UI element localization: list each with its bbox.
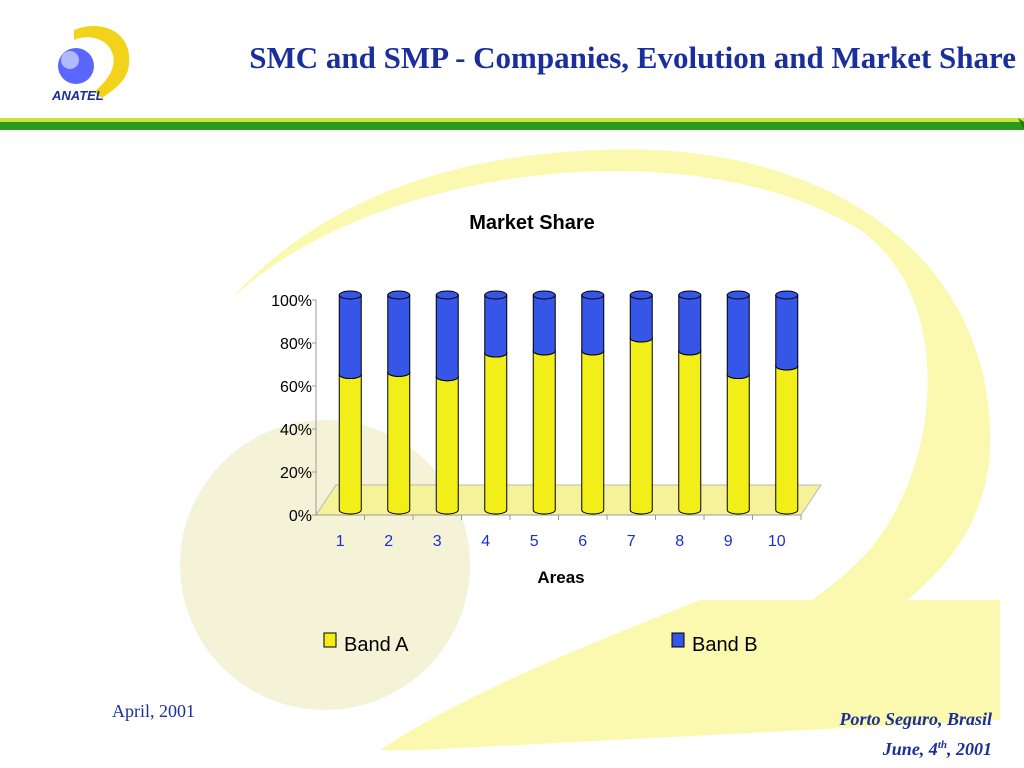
bar-band-b-top — [775, 290, 799, 300]
bar-band-b — [532, 294, 556, 356]
bar-band-b-top — [726, 290, 750, 300]
footer-location-date: Porto Seguro, Brasil June, 4th, 2001 — [839, 706, 992, 762]
x-tick-label: 6 — [578, 533, 587, 550]
bar-band-b-top — [435, 290, 459, 300]
bar-band-a — [678, 350, 702, 515]
anatel-logo — [58, 26, 130, 98]
bar-band-a — [775, 365, 799, 515]
date-right-prefix: June, 4 — [882, 739, 938, 759]
bar-band-b-top — [678, 290, 702, 300]
bar-band-a — [629, 337, 653, 515]
y-tick-label: 60% — [280, 379, 312, 396]
date-right-sup: th — [937, 739, 947, 751]
y-tick-label: 0% — [289, 508, 312, 525]
x-tick-label: 4 — [481, 533, 490, 550]
bar-band-a — [435, 376, 459, 515]
date-left: April, 2001 — [112, 701, 195, 721]
bar-band-b — [678, 294, 702, 356]
x-tick-label: 8 — [675, 533, 684, 550]
bar-band-b — [726, 294, 750, 380]
bar-band-b-top — [387, 290, 411, 300]
y-tick-label: 80% — [280, 336, 312, 353]
legend-label: Band A — [344, 634, 409, 656]
bar-band-a — [484, 352, 508, 515]
legend-swatch — [671, 632, 685, 648]
x-tick-label: 10 — [768, 533, 786, 550]
bar-band-a — [387, 371, 411, 515]
logo-text: ANATEL — [52, 88, 104, 103]
x-tick-label: 1 — [336, 533, 345, 550]
bar-band-b — [581, 294, 605, 356]
bar-band-b — [484, 294, 508, 358]
bar-band-a — [581, 350, 605, 515]
slide-title: SMC and SMP - Companies, Evolution and M… — [249, 40, 1016, 75]
y-tick-label: 40% — [280, 422, 312, 439]
bar-band-b-top — [532, 290, 556, 300]
header-rule — [0, 118, 1024, 130]
x-tick-label: 5 — [530, 533, 539, 550]
bar-band-b — [775, 294, 799, 371]
legend-label: Band B — [692, 634, 758, 656]
bar-band-b — [338, 294, 362, 380]
location: Porto Seguro, Brasil — [839, 709, 992, 729]
x-axis-label: Areas — [537, 568, 584, 587]
bar-band-a — [338, 374, 362, 515]
bar-band-b-top — [629, 290, 653, 300]
bar-band-b — [435, 294, 459, 382]
bar-band-b-top — [338, 290, 362, 300]
bar-band-a — [726, 374, 750, 515]
x-tick-label: 9 — [724, 533, 733, 550]
legend-swatch — [323, 632, 337, 648]
x-tick-label: 7 — [627, 533, 636, 550]
y-tick-label: 20% — [280, 465, 312, 482]
chart-title: Market Share — [469, 212, 595, 234]
y-tick-label: 100% — [271, 293, 312, 310]
bar-band-b-top — [484, 290, 508, 300]
bar-band-b-top — [581, 290, 605, 300]
x-tick-label: 3 — [433, 533, 442, 550]
bar-band-b — [387, 294, 411, 377]
x-tick-label: 2 — [384, 533, 393, 550]
date-right: June, 4th, 2001 — [839, 732, 992, 762]
bar-band-b — [629, 294, 653, 343]
bar-band-a — [532, 350, 556, 515]
date-right-suffix: , 2001 — [947, 739, 992, 759]
